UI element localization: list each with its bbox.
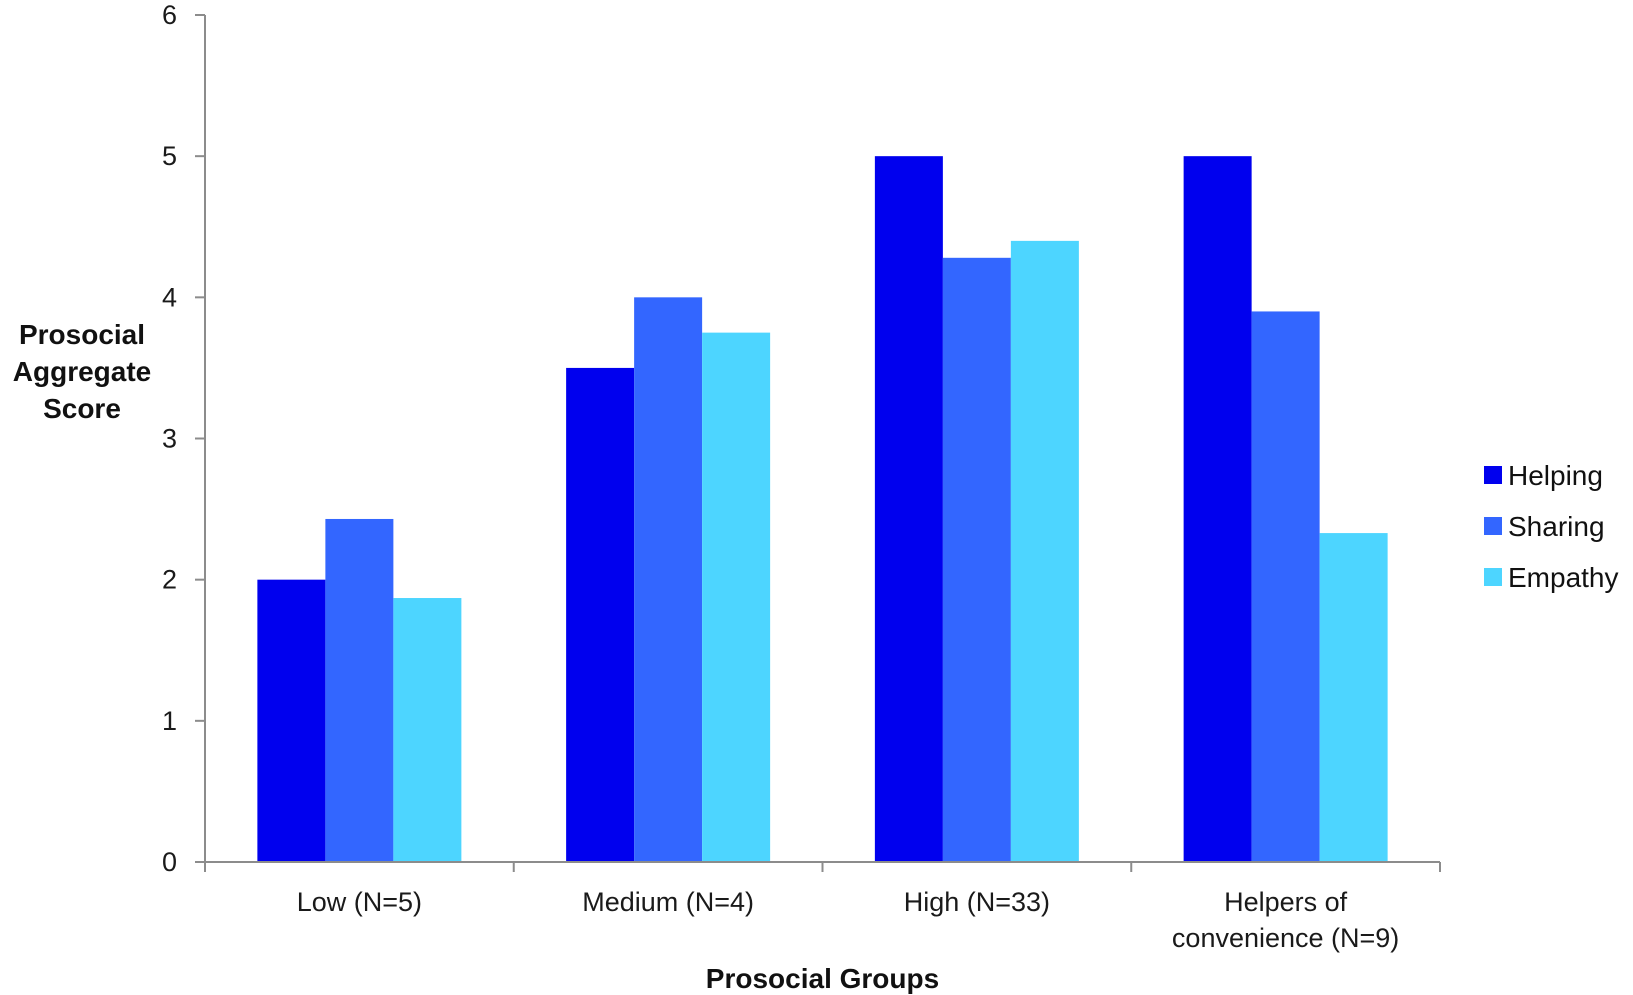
bar-empathy <box>702 332 771 862</box>
legend-swatch-helping <box>1484 466 1502 484</box>
legend-swatch-sharing <box>1484 517 1502 535</box>
y-tick-label: 4 <box>162 282 177 312</box>
bar-empathy <box>1319 533 1388 862</box>
y-axis-title: Prosocial Aggregate Score <box>13 319 151 424</box>
y-tick-label: 0 <box>162 847 177 877</box>
y-axis-ticks: 0 1 2 3 4 5 6 <box>162 0 205 877</box>
bar-sharing <box>634 297 703 862</box>
y-axis-title-text: Prosocial Aggregate Score <box>13 319 151 424</box>
x-tick-label: High (N=33) <box>904 887 1050 917</box>
x-axis-title: Prosocial Groups <box>706 963 939 994</box>
bar-sharing <box>1251 311 1320 862</box>
bar-empathy <box>393 598 462 862</box>
bar-helping <box>257 579 326 862</box>
x-tick-label: Low (N=5) <box>297 887 422 917</box>
y-tick-label: 6 <box>162 0 177 30</box>
bar-helping <box>874 156 943 862</box>
bar-empathy <box>1010 240 1079 862</box>
legend-label-empathy: Empathy <box>1508 562 1619 593</box>
bar-sharing <box>325 518 394 862</box>
legend-swatch-empathy <box>1484 568 1502 586</box>
legend-label-sharing: Sharing <box>1508 511 1605 542</box>
x-tick-label: Helpers of convenience (N=9) <box>1172 887 1399 953</box>
y-tick-label: 3 <box>162 424 177 454</box>
bars <box>257 156 1388 863</box>
x-axis-ticks: Low (N=5) Medium (N=4) High (N=33) Helpers … <box>204 862 1441 953</box>
legend-label-helping: Helping <box>1508 460 1603 491</box>
bar-helping <box>1183 156 1252 862</box>
x-tick-label: Medium (N=4) <box>582 887 754 917</box>
y-tick-label: 1 <box>162 706 177 736</box>
y-tick-label: 2 <box>162 565 177 595</box>
bar-sharing <box>942 257 1011 863</box>
y-tick-label: 5 <box>162 141 177 171</box>
bar-helping <box>566 367 635 862</box>
legend: Helping Sharing Empathy <box>1484 460 1619 593</box>
